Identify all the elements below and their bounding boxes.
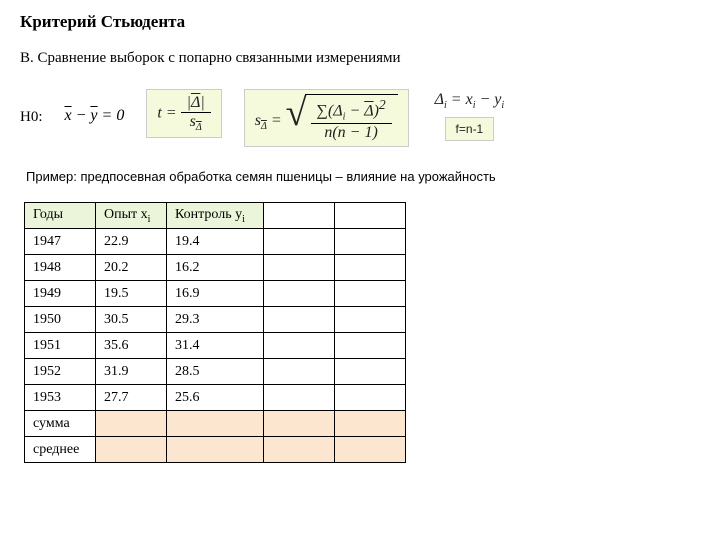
formula-s: sΔ = √∑(Δi − Δ)2n(n − 1) bbox=[244, 89, 409, 147]
table-row: 195135.631.4 bbox=[25, 333, 406, 359]
cell-year: 1947 bbox=[25, 229, 96, 255]
cell-year: 1953 bbox=[25, 385, 96, 411]
cell-year: 1951 bbox=[25, 333, 96, 359]
table-row: 195327.725.6 bbox=[25, 385, 406, 411]
formula-f: f=n-1 bbox=[445, 117, 495, 141]
page-title: Критерий Стьюдента bbox=[20, 12, 700, 32]
cell-x: 22.9 bbox=[96, 229, 167, 255]
example-text: Пример: предпосевная обработка семян пше… bbox=[26, 169, 700, 184]
cell-year: 1948 bbox=[25, 255, 96, 281]
table-row: 195231.928.5 bbox=[25, 359, 406, 385]
cell-year: 1950 bbox=[25, 307, 96, 333]
cell-blank bbox=[335, 281, 406, 307]
cell-y: 19.4 bbox=[167, 229, 264, 255]
cell-shade bbox=[264, 411, 335, 437]
cell-y: 31.4 bbox=[167, 333, 264, 359]
cell-y: 29.3 bbox=[167, 307, 264, 333]
cell-blank bbox=[335, 255, 406, 281]
cell-shade bbox=[264, 437, 335, 463]
cell-blank bbox=[264, 359, 335, 385]
cell-year: 1949 bbox=[25, 281, 96, 307]
cell-y: 16.2 bbox=[167, 255, 264, 281]
cell-blank bbox=[264, 281, 335, 307]
cell-blank bbox=[264, 255, 335, 281]
table-row: 194722.919.4 bbox=[25, 229, 406, 255]
h0-label: Н0: bbox=[20, 109, 43, 126]
col-header-y: Контроль yi bbox=[167, 202, 264, 229]
cell-shade bbox=[167, 411, 264, 437]
table-row: 194919.516.9 bbox=[25, 281, 406, 307]
formula-null-hypothesis: x − y = 0 bbox=[65, 89, 125, 125]
cell-blank bbox=[264, 333, 335, 359]
cell-blank bbox=[335, 307, 406, 333]
cell-x: 19.5 bbox=[96, 281, 167, 307]
cell-blank bbox=[335, 333, 406, 359]
data-table: Годы Опыт xi Контроль yi 194722.919.4 19… bbox=[24, 202, 406, 464]
cell-x: 20.2 bbox=[96, 255, 167, 281]
page-subtitle: B. Сравнение выборок с попарно связанным… bbox=[20, 50, 700, 67]
formula-t: t = |Δ|sΔ bbox=[146, 89, 221, 138]
table-row: 194820.216.2 bbox=[25, 255, 406, 281]
cell-x: 35.6 bbox=[96, 333, 167, 359]
cell-shade bbox=[335, 411, 406, 437]
col-header-year: Годы bbox=[25, 202, 96, 229]
formula-row: Н0: x − y = 0 t = |Δ|sΔ sΔ = √∑(Δi − Δ)2… bbox=[20, 89, 700, 147]
cell-y: 25.6 bbox=[167, 385, 264, 411]
cell-year: 1952 bbox=[25, 359, 96, 385]
cell-x: 31.9 bbox=[96, 359, 167, 385]
col-header-blank-1 bbox=[264, 202, 335, 229]
table-avg-row: среднее bbox=[25, 437, 406, 463]
table-row: 195030.529.3 bbox=[25, 307, 406, 333]
cell-blank bbox=[335, 229, 406, 255]
cell-y: 28.5 bbox=[167, 359, 264, 385]
cell-y: 16.9 bbox=[167, 281, 264, 307]
cell-shade bbox=[335, 437, 406, 463]
cell-shade bbox=[167, 437, 264, 463]
cell-blank bbox=[335, 359, 406, 385]
cell-blank bbox=[335, 385, 406, 411]
cell-x: 27.7 bbox=[96, 385, 167, 411]
col-header-x: Опыт xi bbox=[96, 202, 167, 229]
cell-shade bbox=[96, 437, 167, 463]
table-sum-row: сумма bbox=[25, 411, 406, 437]
cell-avg-label: среднее bbox=[25, 437, 96, 463]
cell-shade bbox=[96, 411, 167, 437]
cell-sum-label: сумма bbox=[25, 411, 96, 437]
cell-x: 30.5 bbox=[96, 307, 167, 333]
table-header-row: Годы Опыт xi Контроль yi bbox=[25, 202, 406, 229]
formula-right-column: Δi = xi − yi f=n-1 bbox=[431, 89, 509, 141]
cell-blank bbox=[264, 385, 335, 411]
formula-delta: Δi = xi − yi bbox=[431, 89, 509, 113]
cell-blank bbox=[264, 307, 335, 333]
cell-blank bbox=[264, 229, 335, 255]
col-header-blank-2 bbox=[335, 202, 406, 229]
